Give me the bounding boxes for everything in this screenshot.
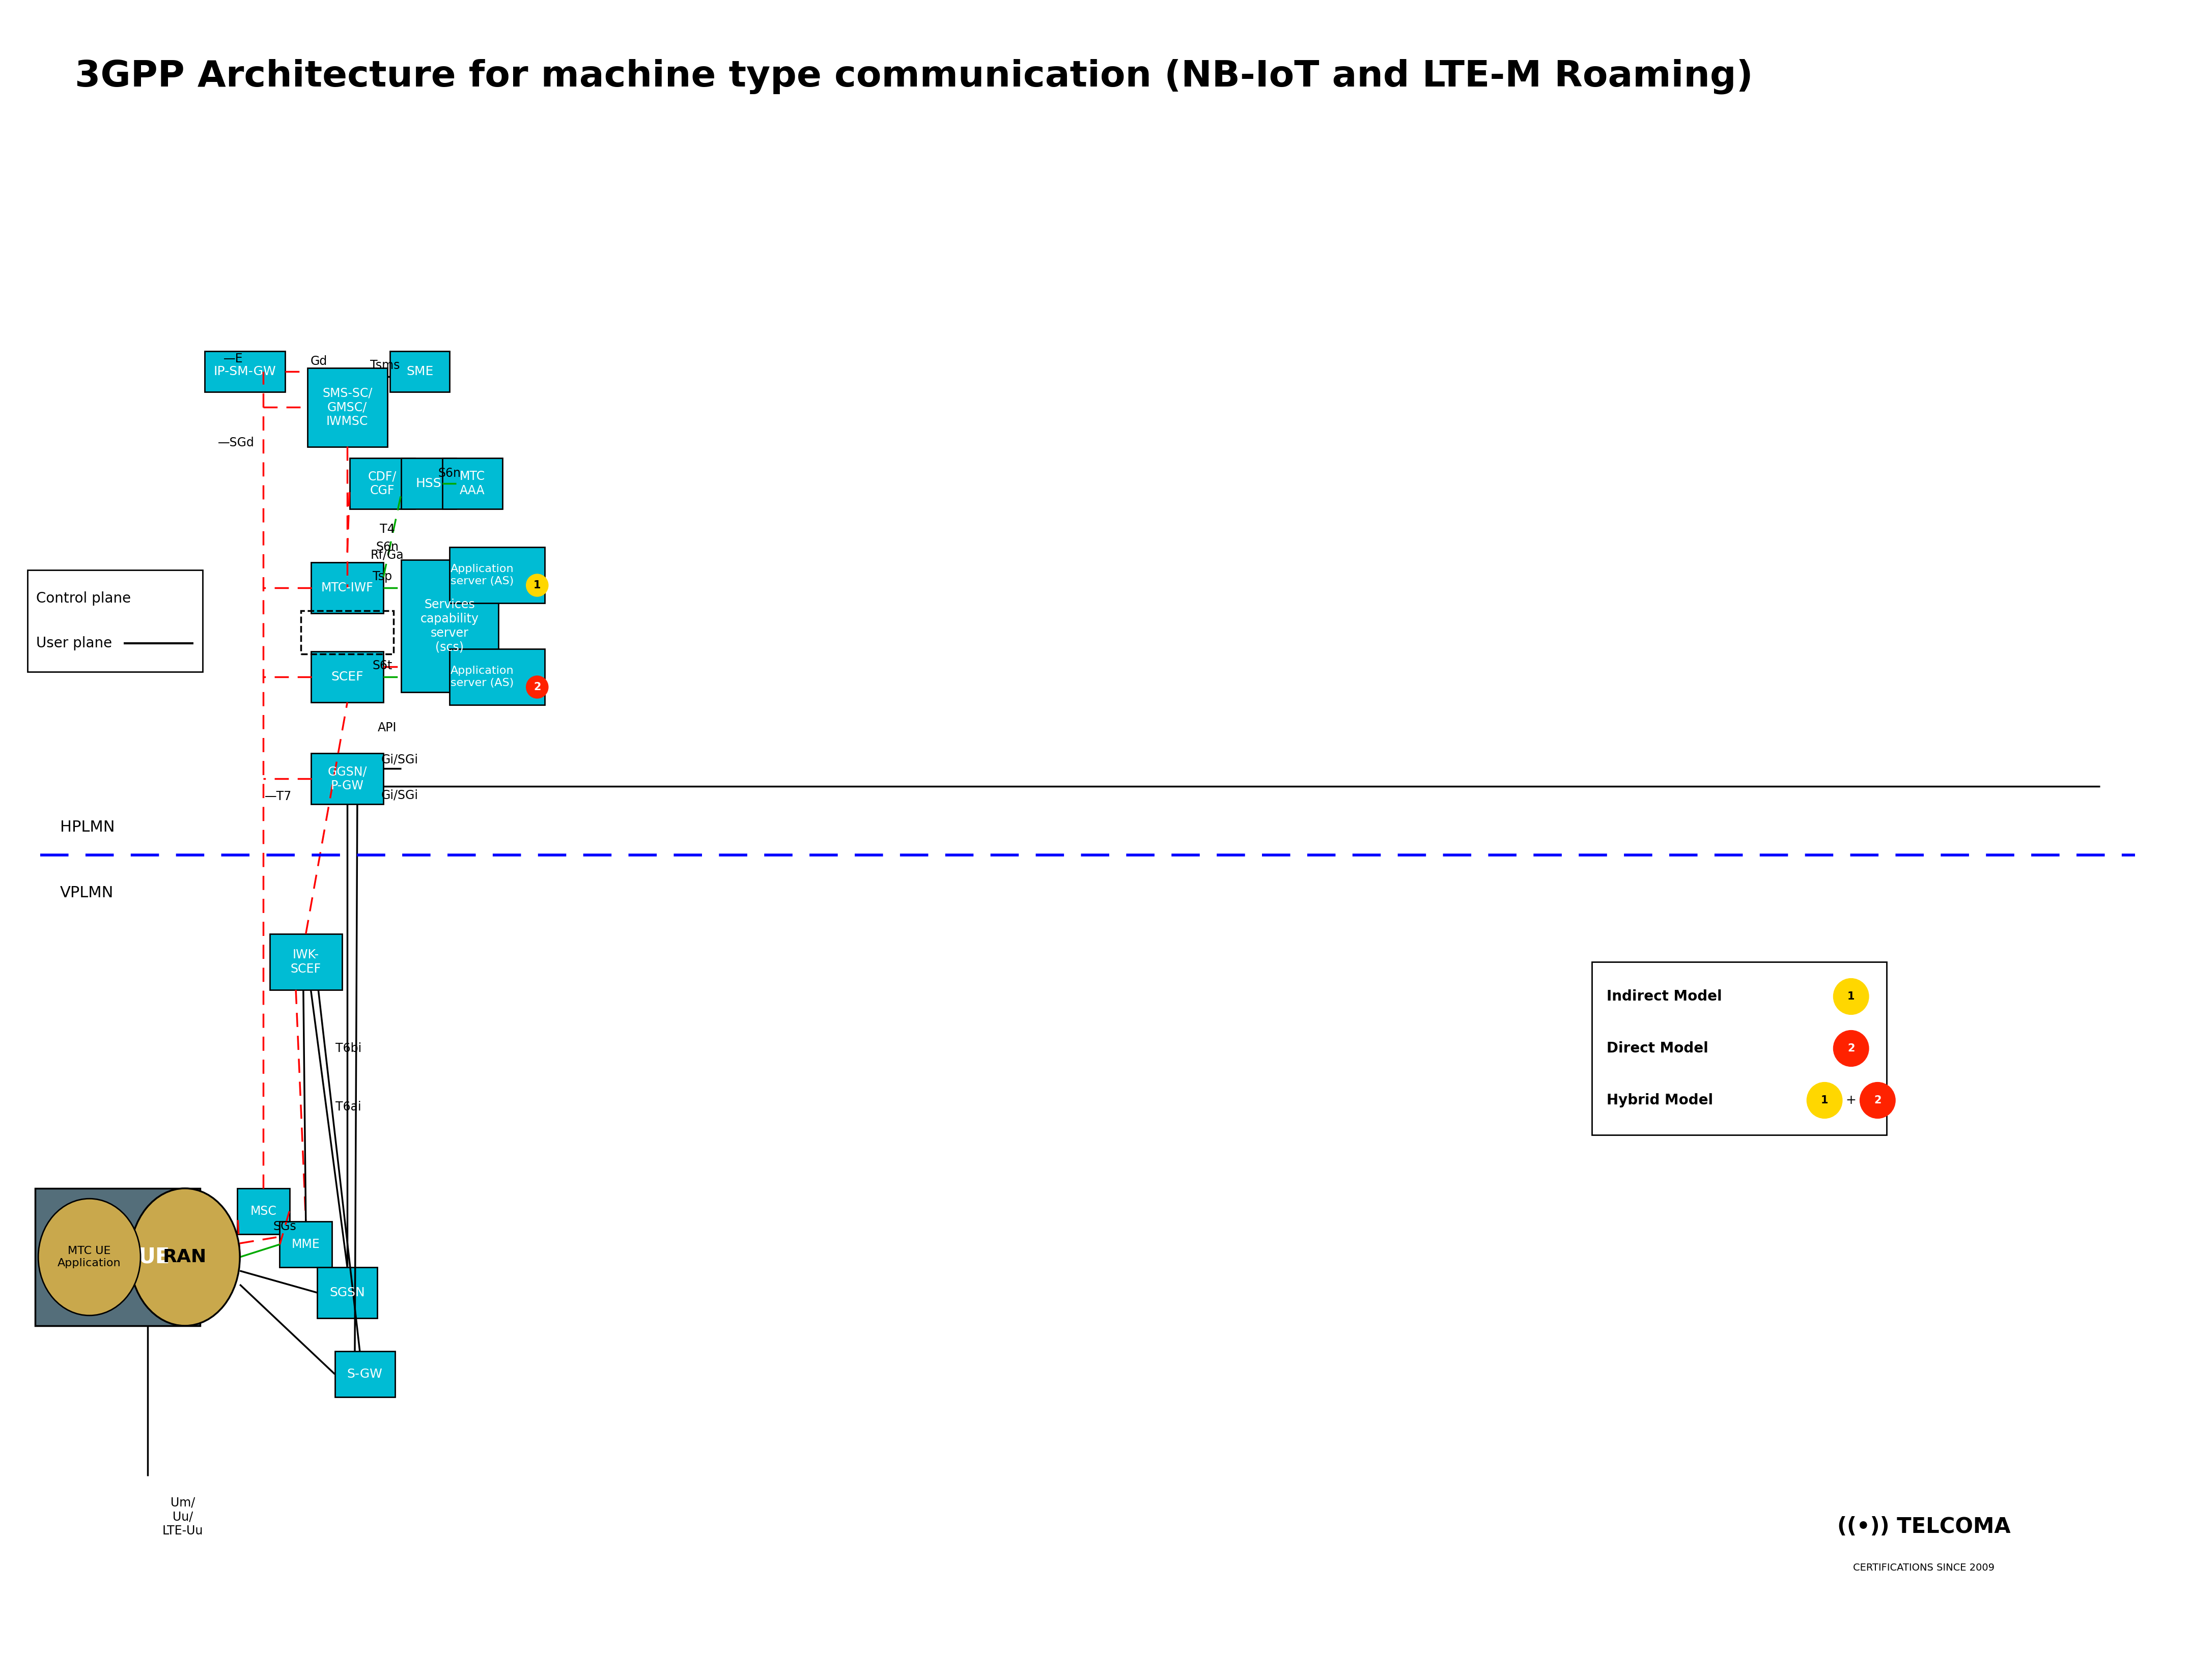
Text: MTC UE
Application: MTC UE Application: [57, 1247, 120, 1268]
FancyBboxPatch shape: [390, 351, 449, 391]
Text: Application
server (AS): Application server (AS): [451, 665, 515, 687]
Text: S6n: S6n: [438, 467, 462, 479]
Circle shape: [1833, 978, 1868, 1015]
Text: SCEF: SCEF: [331, 670, 364, 684]
FancyBboxPatch shape: [401, 459, 456, 509]
FancyBboxPatch shape: [335, 1351, 394, 1398]
Text: SGs: SGs: [274, 1220, 296, 1233]
Text: 1: 1: [1848, 991, 1855, 1001]
Text: +: +: [1846, 1094, 1857, 1107]
Text: MTC
AAA: MTC AAA: [460, 470, 484, 497]
FancyBboxPatch shape: [206, 351, 285, 391]
Circle shape: [1807, 1082, 1842, 1119]
FancyBboxPatch shape: [350, 459, 414, 509]
Text: S-GW: S-GW: [346, 1368, 383, 1381]
Text: CDF/
CGF: CDF/ CGF: [368, 470, 396, 497]
Text: Hybrid Model: Hybrid Model: [1605, 1094, 1713, 1107]
Circle shape: [1833, 1030, 1868, 1067]
Text: SGSN: SGSN: [328, 1287, 366, 1299]
Text: VPLMN: VPLMN: [59, 885, 114, 900]
FancyBboxPatch shape: [318, 1267, 377, 1319]
Text: Indirect Model: Indirect Model: [1605, 990, 1721, 1003]
Text: Tsms: Tsms: [370, 360, 401, 371]
Text: Services
capability
server
(scs): Services capability server (scs): [420, 598, 480, 654]
FancyBboxPatch shape: [401, 559, 499, 692]
Ellipse shape: [37, 1198, 140, 1315]
Text: S6n: S6n: [377, 541, 399, 553]
Text: CERTIFICATIONS SINCE 2009: CERTIFICATIONS SINCE 2009: [1853, 1562, 1995, 1572]
Circle shape: [526, 575, 548, 596]
FancyBboxPatch shape: [237, 1188, 289, 1235]
Text: Gi/SGi: Gi/SGi: [381, 790, 418, 801]
Text: 1: 1: [534, 580, 541, 590]
Circle shape: [526, 675, 548, 699]
Text: T4: T4: [379, 522, 394, 536]
FancyBboxPatch shape: [280, 1221, 333, 1267]
FancyBboxPatch shape: [449, 548, 545, 603]
Text: 3GPP Architecture for machine type communication (NB-IoT and LTE-M Roaming): 3GPP Architecture for machine type commu…: [74, 59, 1754, 94]
FancyBboxPatch shape: [35, 1188, 199, 1326]
Text: Rf/Ga: Rf/Ga: [370, 549, 403, 561]
Text: MTC-IWF: MTC-IWF: [322, 581, 374, 595]
Text: IWK-
SCEF: IWK- SCEF: [291, 949, 322, 974]
Text: SMS-SC/
GMSC/
IWMSC: SMS-SC/ GMSC/ IWMSC: [322, 386, 372, 427]
Text: 1: 1: [1820, 1095, 1829, 1105]
Text: Um/
Uu/
LTE-Uu: Um/ Uu/ LTE-Uu: [162, 1497, 204, 1537]
Text: MSC: MSC: [250, 1205, 276, 1218]
Text: GGSN/
P-GW: GGSN/ P-GW: [328, 766, 368, 791]
FancyBboxPatch shape: [1592, 963, 1886, 1136]
Text: T6bi: T6bi: [335, 1042, 361, 1055]
Text: —E: —E: [223, 353, 243, 365]
FancyBboxPatch shape: [311, 652, 383, 702]
Text: 2: 2: [1875, 1095, 1881, 1105]
Text: S6t: S6t: [372, 660, 392, 672]
FancyBboxPatch shape: [28, 570, 201, 672]
FancyBboxPatch shape: [311, 753, 383, 805]
Text: 2: 2: [1848, 1043, 1855, 1053]
Text: MME: MME: [291, 1238, 320, 1250]
Text: Control plane: Control plane: [37, 591, 131, 605]
Text: —T7: —T7: [265, 790, 291, 803]
Ellipse shape: [129, 1188, 241, 1326]
Text: HPLMN: HPLMN: [59, 820, 114, 835]
Text: Direct Model: Direct Model: [1605, 1042, 1708, 1055]
Text: IP-SM-GW: IP-SM-GW: [215, 366, 276, 378]
Text: Gi/SGi: Gi/SGi: [381, 753, 418, 766]
FancyBboxPatch shape: [307, 368, 388, 447]
Text: Gd: Gd: [311, 354, 326, 368]
FancyBboxPatch shape: [269, 934, 342, 990]
Text: T6ai: T6ai: [335, 1100, 361, 1114]
FancyBboxPatch shape: [311, 563, 383, 613]
Text: HSS: HSS: [416, 477, 442, 489]
Text: ((•)) TELCOMA: ((•)) TELCOMA: [1837, 1515, 2010, 1537]
Text: 2: 2: [534, 682, 541, 692]
Text: UE: UE: [138, 1247, 169, 1268]
Text: SME: SME: [405, 366, 434, 378]
Text: API: API: [377, 722, 396, 734]
Text: Tsp: Tsp: [372, 571, 392, 583]
Text: User plane: User plane: [37, 637, 112, 650]
Circle shape: [1859, 1082, 1894, 1119]
Text: —SGd: —SGd: [217, 437, 254, 449]
FancyBboxPatch shape: [442, 459, 502, 509]
FancyBboxPatch shape: [449, 648, 545, 706]
Text: RAN: RAN: [162, 1248, 206, 1265]
Text: Application
server (AS): Application server (AS): [451, 564, 515, 586]
